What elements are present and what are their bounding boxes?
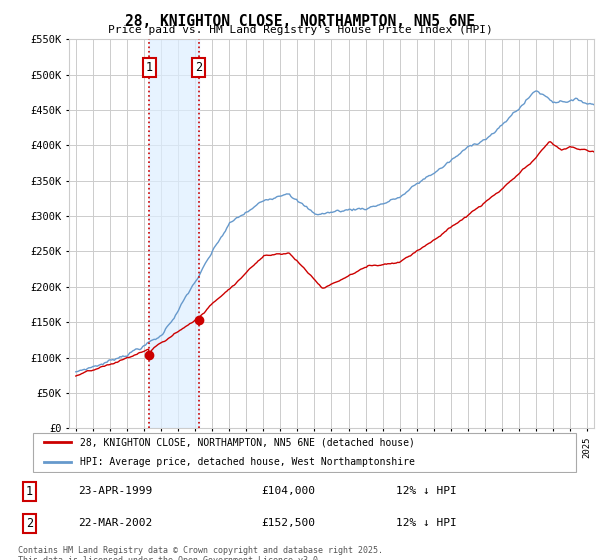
Text: HPI: Average price, detached house, West Northamptonshire: HPI: Average price, detached house, West… <box>80 458 415 467</box>
Text: 1: 1 <box>26 485 33 498</box>
Text: Contains HM Land Registry data © Crown copyright and database right 2025.
This d: Contains HM Land Registry data © Crown c… <box>18 546 383 560</box>
Text: 12% ↓ HPI: 12% ↓ HPI <box>397 519 457 529</box>
Text: 28, KNIGHTON CLOSE, NORTHAMPTON, NN5 6NE: 28, KNIGHTON CLOSE, NORTHAMPTON, NN5 6NE <box>125 14 475 29</box>
FancyBboxPatch shape <box>33 433 577 472</box>
Text: 23-APR-1999: 23-APR-1999 <box>79 486 153 496</box>
Text: 2: 2 <box>196 61 202 74</box>
Text: Price paid vs. HM Land Registry's House Price Index (HPI): Price paid vs. HM Land Registry's House … <box>107 25 493 35</box>
Text: £152,500: £152,500 <box>262 519 316 529</box>
Text: 22-MAR-2002: 22-MAR-2002 <box>79 519 153 529</box>
Text: 1: 1 <box>146 61 153 74</box>
Text: £104,000: £104,000 <box>262 486 316 496</box>
Text: 28, KNIGHTON CLOSE, NORTHAMPTON, NN5 6NE (detached house): 28, KNIGHTON CLOSE, NORTHAMPTON, NN5 6NE… <box>80 437 415 447</box>
Text: 2: 2 <box>26 517 33 530</box>
Text: 12% ↓ HPI: 12% ↓ HPI <box>397 486 457 496</box>
Bar <box>149 39 199 428</box>
